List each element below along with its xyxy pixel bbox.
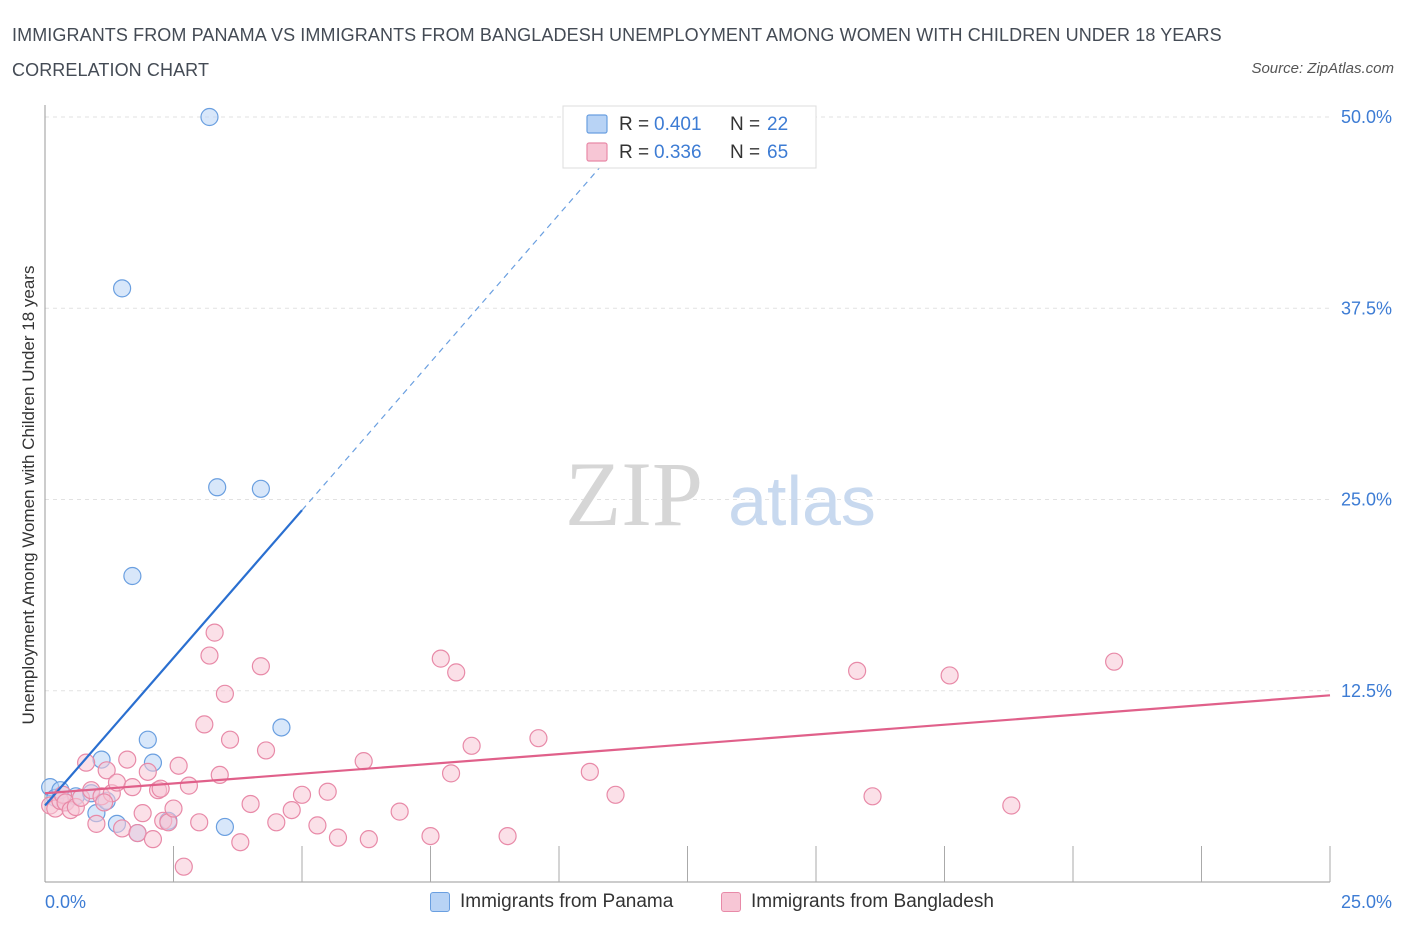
- point-bangladesh: [87, 814, 106, 833]
- point-bangladesh: [138, 762, 157, 781]
- point-bangladesh: [256, 741, 276, 760]
- y-tick-label: 12.5%: [1341, 681, 1392, 701]
- point-bangladesh: [267, 813, 286, 832]
- legend-n-label: N =: [730, 142, 760, 163]
- point-bangladesh: [220, 730, 240, 749]
- point-bangladesh: [606, 785, 625, 804]
- point-panama: [208, 478, 227, 497]
- point-bangladesh: [529, 729, 548, 748]
- point-panama: [215, 817, 234, 837]
- y-tick-label: 37.5%: [1341, 298, 1392, 318]
- point-bangladesh: [498, 826, 517, 846]
- x-tick-label: 0.0%: [45, 892, 86, 912]
- point-bangladesh: [151, 779, 170, 798]
- point-panama: [123, 566, 142, 586]
- point-bangladesh: [354, 752, 373, 771]
- y-tick-label: 25.0%: [1341, 490, 1392, 510]
- axes: [44, 105, 1331, 883]
- point-bangladesh: [133, 804, 152, 823]
- legend-swatch-panama: [430, 892, 450, 912]
- point-bangladesh: [328, 828, 348, 847]
- legend-swatch-bangladesh: [586, 142, 608, 162]
- point-bangladesh: [190, 813, 209, 832]
- point-bangladesh: [940, 666, 959, 685]
- point-panama: [138, 730, 157, 749]
- legend-label-panama: Immigrants from Panama: [460, 891, 674, 912]
- point-bangladesh: [143, 830, 163, 849]
- source-label: Source: ZipAtlas.com: [1251, 60, 1394, 77]
- point-bangladesh: [1002, 796, 1021, 815]
- legend-n-label: N =: [730, 114, 760, 135]
- point-bangladesh: [118, 750, 137, 769]
- point-bangladesh: [292, 785, 312, 804]
- point-bangladesh: [200, 646, 219, 665]
- point-bangladesh: [848, 661, 867, 680]
- legend-top: R = 0.401 N = 22 R = 0.336 N = 65: [562, 105, 817, 169]
- grid-lines: [45, 116, 1330, 692]
- legend-swatch-panama: [586, 114, 608, 134]
- point-panama: [112, 279, 132, 298]
- point-bangladesh: [863, 787, 882, 806]
- point-bangladesh: [195, 715, 214, 734]
- point-bangladesh: [164, 799, 183, 818]
- point-bangladesh: [128, 823, 147, 843]
- point-bangladesh: [241, 794, 260, 814]
- watermark-atlas: atlas: [728, 462, 876, 540]
- point-bangladesh: [215, 684, 234, 703]
- point-bangladesh: [462, 736, 481, 755]
- legend-item-panama: Immigrants from Panama: [430, 888, 673, 916]
- point-bangladesh: [441, 764, 461, 783]
- legend-r-label: R =: [619, 142, 649, 163]
- point-bangladesh: [447, 663, 466, 682]
- point-bangladesh: [174, 857, 193, 876]
- point-bangladesh: [580, 762, 599, 781]
- point-bangladesh: [282, 800, 301, 820]
- point-bangladesh: [390, 802, 409, 821]
- legend-label-bangladesh: Immigrants from Bangladesh: [751, 891, 994, 912]
- legend-r-label: R =: [619, 114, 649, 135]
- point-bangladesh: [97, 761, 116, 780]
- point-bangladesh: [231, 833, 250, 852]
- point-bangladesh: [179, 776, 199, 795]
- point-bangladesh: [421, 826, 440, 846]
- legend-item-bangladesh: Immigrants from Bangladesh: [721, 888, 994, 916]
- point-bangladesh: [1105, 652, 1124, 671]
- trend-lines: [44, 154, 1331, 807]
- point-bangladesh: [112, 819, 132, 838]
- point-bangladesh: [169, 756, 188, 775]
- point-bangladesh: [431, 649, 450, 668]
- x-tick-label: 25.0%: [1341, 892, 1392, 912]
- chart-title: IMMIGRANTS FROM PANAMA VS IMMIGRANTS FRO…: [12, 25, 1222, 80]
- point-bangladesh: [308, 816, 327, 835]
- legend-r-value-bangladesh: 0.336: [654, 142, 702, 163]
- point-bangladesh: [77, 753, 96, 772]
- trend-line-bangladesh: [44, 694, 1331, 795]
- legend-swatch-bangladesh: [721, 892, 741, 912]
- point-panama: [251, 479, 270, 498]
- point-bangladesh: [205, 623, 224, 642]
- legend-n-value-panama: 22: [767, 114, 788, 135]
- point-bangladesh: [95, 793, 114, 812]
- y-axis-label: Unemployment Among Women with Children U…: [19, 266, 38, 725]
- trend-line-panama-extension: [301, 154, 611, 511]
- point-panama: [200, 107, 219, 127]
- point-bangladesh: [251, 657, 270, 676]
- point-bangladesh: [359, 830, 378, 849]
- legend-r-value-panama: 0.401: [654, 114, 702, 135]
- tick-labels: 12.5% 25.0% 37.5% 50.0% 0.0% 25.0%: [45, 107, 1392, 912]
- point-bangladesh: [318, 782, 337, 801]
- legend-n-value-bangladesh: 65: [767, 142, 788, 163]
- point-panama: [272, 718, 291, 737]
- y-tick-label: 50.0%: [1341, 107, 1392, 127]
- data-points: [41, 107, 1124, 876]
- watermark-zip: ZIP: [565, 443, 703, 545]
- trend-line-panama: [44, 509, 303, 807]
